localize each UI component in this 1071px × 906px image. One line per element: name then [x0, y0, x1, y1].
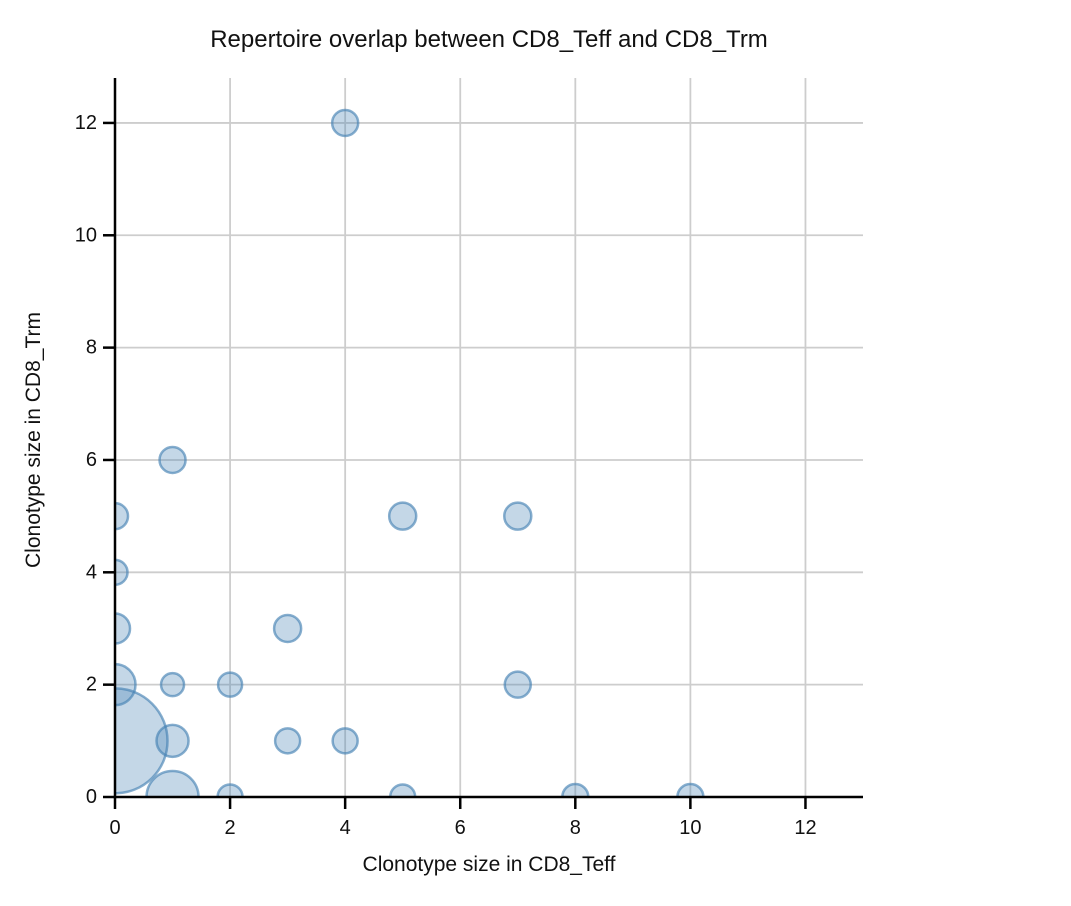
bubble-point: [158, 445, 187, 475]
bubble-point: [561, 782, 590, 797]
x-tick-label: 6: [455, 817, 466, 839]
x-tick-label: 12: [794, 817, 816, 839]
bubble-layer: [115, 108, 705, 797]
bubble-point: [216, 671, 244, 698]
chart-title: Repertoire overlap between CD8_Teff and …: [210, 26, 768, 53]
bubble-point: [155, 723, 190, 759]
y-tick-label: 10: [75, 224, 97, 246]
bubble-point: [115, 501, 130, 531]
y-tick-label: 8: [86, 337, 97, 359]
y-tick-label: 12: [75, 112, 97, 134]
x-tick-label: 2: [225, 817, 236, 839]
y-axis-label: Clonotype size in CD8_Trm: [22, 312, 45, 568]
bubble-point: [115, 687, 169, 795]
bubble-point: [115, 558, 129, 587]
bubble-point: [272, 613, 303, 644]
y-tick-label: 4: [86, 561, 97, 583]
y-tick-label: 0: [86, 786, 97, 808]
x-tick-label: 4: [340, 817, 351, 839]
bubble-point: [676, 782, 705, 797]
bubble-point: [503, 501, 533, 531]
bubble-point: [115, 612, 132, 645]
x-tick-label: 0: [109, 817, 120, 839]
bubble-point: [331, 727, 359, 755]
y-tick-label: 2: [86, 674, 97, 696]
x-axis-label: Clonotype size in CD8_Teff: [362, 853, 616, 876]
x-tick-label: 8: [570, 817, 581, 839]
bubble-point: [115, 662, 137, 707]
bubble-point: [503, 670, 533, 699]
bubble-point: [273, 727, 302, 755]
bubble-point: [216, 783, 244, 797]
bubble-point: [330, 108, 360, 138]
x-tick-label: 10: [679, 817, 701, 839]
bubble-point: [145, 769, 200, 797]
bubble-point: [387, 501, 418, 531]
bubble-point: [388, 783, 417, 797]
bubble-point: [159, 671, 186, 698]
y-tick-label: 6: [86, 449, 97, 471]
